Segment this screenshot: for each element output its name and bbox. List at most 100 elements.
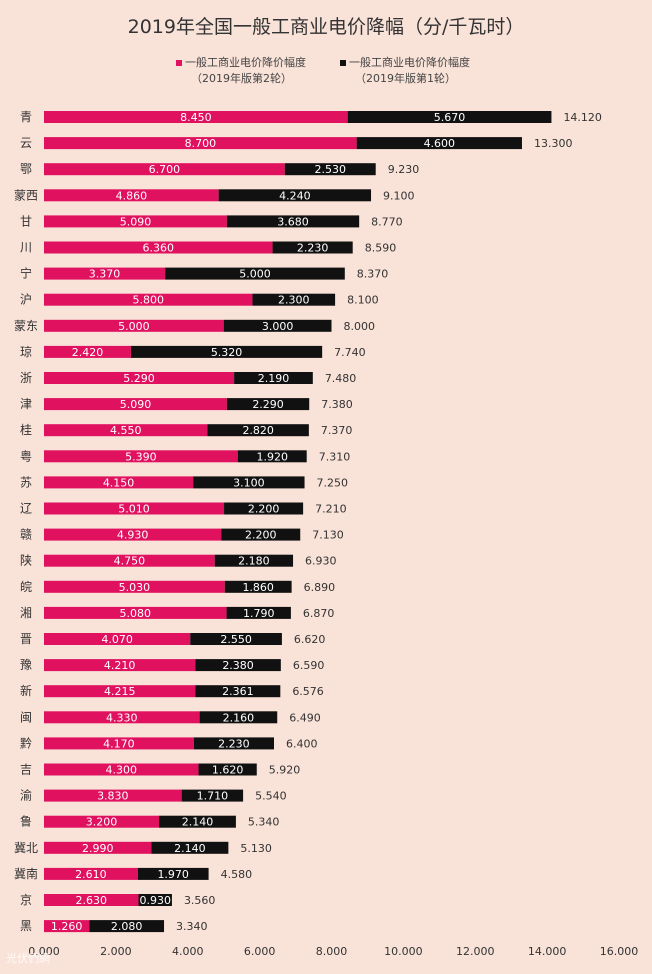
x-tick-label: 8.000 <box>316 945 348 958</box>
data-label-series1: 2.990 <box>82 842 114 855</box>
data-label-series2: 5.000 <box>239 268 271 281</box>
bar-series2 <box>159 815 236 828</box>
data-label-series2: 3.100 <box>233 476 265 489</box>
data-label-series1: 5.090 <box>120 398 152 411</box>
data-label-series2: 2.160 <box>223 711 255 724</box>
bar-series1 <box>44 711 200 724</box>
bar-series2 <box>195 685 281 698</box>
data-label-series2: 2.290 <box>252 398 284 411</box>
legend-sublabel-2: （2019年版第1轮） <box>355 71 456 85</box>
data-label-total: 9.230 <box>388 163 420 176</box>
category-label: 鲁 <box>20 815 32 829</box>
bar-series2 <box>224 502 304 515</box>
data-label-series2: 2.230 <box>297 242 329 255</box>
data-label-total: 9.100 <box>383 189 415 202</box>
category-label: 鄂 <box>20 162 32 176</box>
data-label-series2: 1.970 <box>157 868 189 881</box>
bar-series2 <box>89 920 165 933</box>
legend-label-1: 一般工商业电价降价幅度 <box>185 55 306 69</box>
data-label-total: 6.490 <box>289 711 321 724</box>
data-label-series1: 4.210 <box>104 659 136 672</box>
category-label: 皖 <box>20 580 32 594</box>
category-label: 渝 <box>20 788 32 803</box>
data-label-series2: 2.820 <box>242 424 274 437</box>
data-label-total: 7.250 <box>317 476 349 489</box>
data-label-series2: 2.361 <box>222 685 254 698</box>
bar-series1 <box>44 502 225 515</box>
data-label-series1: 5.030 <box>119 581 151 594</box>
bar-series1 <box>44 554 215 567</box>
category-label: 蒙东 <box>14 319 38 333</box>
category-label: 陕 <box>20 553 32 568</box>
category-label: 京 <box>20 893 32 907</box>
bar-series1 <box>44 241 273 254</box>
category-label: 桂 <box>20 422 32 437</box>
data-label-series1: 2.420 <box>72 346 104 359</box>
data-label-series1: 1.260 <box>51 920 83 933</box>
bar-series2 <box>226 606 291 619</box>
data-label-series1: 8.700 <box>185 137 217 150</box>
bar-series1 <box>44 293 253 306</box>
bar-series2 <box>137 867 209 880</box>
bar-series2 <box>198 763 257 776</box>
category-label: 青 <box>20 110 32 124</box>
data-label-total: 6.890 <box>304 581 336 594</box>
bar-series1 <box>44 424 208 437</box>
data-label-series2: 2.080 <box>111 920 143 933</box>
legend-swatch-1 <box>176 60 182 66</box>
bar-series1 <box>44 867 138 880</box>
bar-series1 <box>44 163 285 176</box>
chart-title: 2019年全国一般工商业电价降幅（分/千瓦时） <box>128 16 525 38</box>
data-label-total: 7.740 <box>334 346 366 359</box>
bar-series1 <box>44 580 225 593</box>
bar-series1 <box>44 528 222 541</box>
bar-series2 <box>284 163 376 176</box>
data-label-total: 7.310 <box>319 450 351 463</box>
category-label: 冀北 <box>14 841 38 855</box>
bar-series1 <box>44 763 199 776</box>
category-label: 蒙西 <box>14 188 38 202</box>
category-label: 冀南 <box>14 866 38 881</box>
data-label-series1: 5.290 <box>123 372 155 385</box>
bar-series2 <box>138 894 172 906</box>
category-label: 宁 <box>20 266 32 281</box>
bar-series1 <box>44 450 238 463</box>
data-label-series1: 6.700 <box>149 163 181 176</box>
bar-series2 <box>224 580 292 593</box>
category-label: 赣 <box>20 528 32 542</box>
data-label-total: 3.340 <box>176 920 208 933</box>
data-label-series2: 5.320 <box>211 346 243 359</box>
data-label-series1: 3.200 <box>86 816 118 829</box>
category-label: 新 <box>20 683 32 698</box>
data-label-series1: 6.360 <box>143 242 175 255</box>
data-label-series1: 2.630 <box>76 894 108 907</box>
watermark-text: 光伏們網 <box>6 952 50 965</box>
bars-group: 8.450 5.670 14.120 8.700 4.600 13.300 6.700 2.5… <box>44 111 602 933</box>
data-label-series1: 5.000 <box>118 320 150 333</box>
data-label-series2: 3.680 <box>277 215 309 228</box>
data-label-series1: 4.300 <box>106 764 138 777</box>
bar-series1 <box>44 606 227 619</box>
bar-series2 <box>151 841 229 854</box>
data-label-series1: 2.610 <box>75 868 107 881</box>
x-tick-label: 0.000 <box>28 945 60 958</box>
data-label-series2: 5.670 <box>434 111 466 124</box>
data-label-total: 7.480 <box>325 372 357 385</box>
category-label: 粤 <box>20 448 32 463</box>
data-label-total: 8.770 <box>371 215 403 228</box>
data-label-series1: 4.750 <box>114 555 146 568</box>
bar-series1 <box>44 267 166 280</box>
x-tick-label: 6.000 <box>244 945 276 958</box>
x-tick-label: 2.000 <box>100 945 132 958</box>
category-label: 川 <box>20 241 32 255</box>
data-label-total: 8.590 <box>365 242 397 255</box>
x-tick-label: 4.000 <box>172 945 204 958</box>
bar-series2 <box>207 424 309 437</box>
data-label-series2: 2.140 <box>174 842 206 855</box>
x-tick-label: 10.000 <box>384 945 423 958</box>
data-label-total: 5.130 <box>240 842 272 855</box>
data-label-series2: 2.530 <box>314 163 346 176</box>
data-label-series1: 5.800 <box>132 294 164 307</box>
